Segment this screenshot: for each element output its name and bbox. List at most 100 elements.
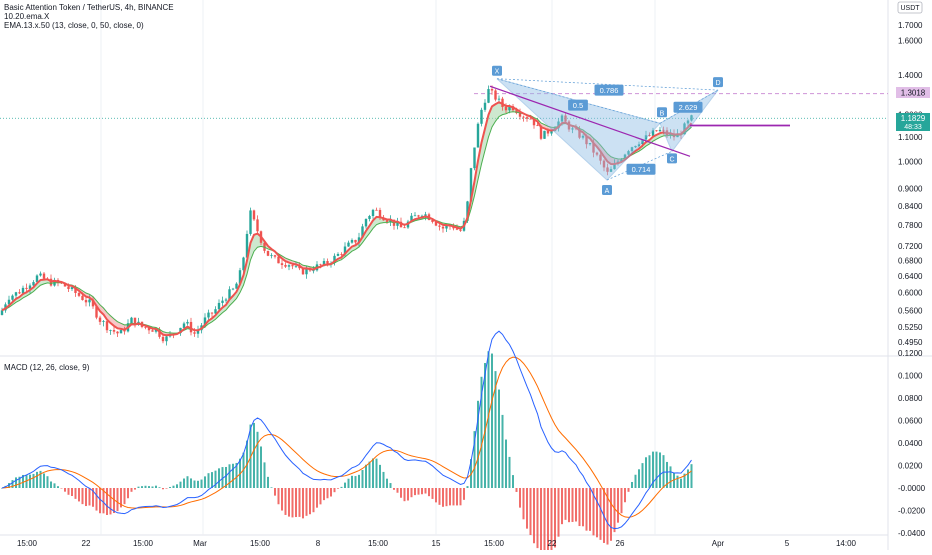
macd-histogram-bar: [540, 488, 542, 550]
macd-histogram-bar: [204, 476, 206, 488]
candle-body: [85, 300, 87, 302]
macd-histogram-bar: [645, 457, 647, 488]
price-tick-label: 0.5600: [898, 306, 923, 315]
macd-histogram-bar: [208, 473, 210, 488]
macd-histogram-bar: [670, 466, 672, 488]
price-tick-label: 0.9000: [898, 184, 923, 193]
pattern-ratio-3[interactable]: 2.629: [674, 102, 703, 113]
macd-histogram-bar: [565, 488, 567, 520]
target-price-tag: 1.3018: [896, 87, 930, 98]
candle[interactable]: [267, 251, 269, 256]
candle-body: [543, 131, 545, 139]
macd-histogram-bar: [369, 462, 371, 488]
candle[interactable]: [477, 122, 479, 147]
pattern-point-d[interactable]: D: [713, 77, 723, 87]
indicator-legend-ema-13-50[interactable]: EMA.13.x.50 (13, close, 0, 50, close, 0): [4, 21, 144, 30]
candle-body: [67, 286, 69, 289]
macd-legend[interactable]: MACD (12, 26, close, 9): [4, 363, 90, 372]
macd-histogram-bar: [43, 474, 45, 488]
pattern-ratio-1[interactable]: 0.5: [568, 100, 588, 111]
macd-histogram-bar: [460, 488, 462, 505]
macd-histogram-bar: [89, 488, 91, 505]
candle-body: [526, 117, 528, 119]
pattern-point-x[interactable]: X: [492, 66, 502, 76]
macd-histogram-bar: [292, 488, 294, 517]
macd-histogram-bar: [628, 488, 630, 492]
candle[interactable]: [543, 131, 545, 139]
macd-histogram-bar: [586, 488, 588, 531]
macd-histogram-bar: [141, 486, 143, 488]
candle-body: [438, 226, 440, 227]
macd-histogram-bar: [505, 440, 507, 488]
macd-histogram-bar: [201, 480, 203, 488]
macd-histogram-bar: [131, 488, 133, 492]
candle-body: [18, 292, 20, 293]
macd-histogram-bar: [197, 481, 199, 488]
macd-histogram-bar: [386, 479, 388, 488]
macd-histogram-bar: [96, 488, 98, 511]
macd-tick-label: -0.0400: [898, 529, 926, 538]
candle-body: [78, 293, 80, 296]
pattern-point-a[interactable]: A: [602, 185, 612, 195]
macd-histogram-bar: [390, 483, 392, 488]
candle-body: [484, 103, 486, 110]
candle[interactable]: [473, 148, 475, 171]
svg-text:USDT: USDT: [900, 5, 920, 12]
macd-tick-label: 0.0200: [898, 462, 923, 471]
pattern-ratio-2[interactable]: 0.714: [627, 164, 656, 175]
pattern-point-label: X: [495, 69, 500, 76]
candle-body: [232, 289, 234, 290]
macd-histogram-bar: [176, 484, 178, 488]
candle-body: [15, 292, 17, 295]
time-tick-label: 15: [432, 539, 441, 548]
candle[interactable]: [249, 208, 251, 236]
macd-histogram-bar: [579, 488, 581, 526]
macd-histogram-bar: [432, 488, 434, 499]
pattern-point-c[interactable]: C: [667, 153, 677, 163]
indicator-legend-ema-x[interactable]: 10.20.ema.X: [4, 12, 50, 21]
candle[interactable]: [480, 108, 482, 127]
macd-histogram-bar: [404, 488, 406, 501]
macd-histogram-bar: [575, 488, 577, 521]
candle-body: [365, 219, 367, 226]
candle-body: [522, 117, 524, 118]
candle-body: [498, 99, 500, 100]
macd-histogram-bar: [124, 488, 126, 504]
candle[interactable]: [253, 210, 255, 221]
macd-histogram-bar: [596, 488, 598, 537]
pattern-ratio-0[interactable]: 0.786: [595, 85, 624, 96]
candle[interactable]: [130, 317, 132, 323]
candle-body: [39, 274, 41, 276]
macd-histogram-bar: [138, 487, 140, 488]
time-tick-label: 26: [616, 539, 625, 548]
pattern-point-label: C: [669, 156, 674, 163]
macd-histogram-bar: [523, 488, 525, 519]
macd-histogram-bar: [47, 476, 49, 488]
price-tick-label: 0.7800: [898, 221, 923, 230]
price-tick-label: 0.6400: [898, 272, 923, 281]
macd-histogram-bar: [320, 488, 322, 504]
candle-body: [249, 210, 251, 234]
macd-histogram-bar: [526, 488, 528, 529]
macd-histogram-bar: [442, 488, 444, 507]
macd-histogram-bar: [68, 488, 70, 495]
candle-body: [536, 125, 538, 126]
macd-histogram-bar: [516, 488, 518, 492]
candle[interactable]: [494, 89, 496, 101]
macd-histogram-bar: [491, 354, 493, 488]
macd-histogram-bar: [533, 488, 535, 543]
candle-body: [442, 227, 444, 229]
macd-histogram-bar: [421, 488, 423, 494]
pattern-point-b[interactable]: B: [657, 107, 667, 117]
macd-histogram-bar: [656, 452, 658, 488]
price-tick-label: 1.4000: [898, 71, 923, 80]
currency-badge[interactable]: USDT: [898, 2, 922, 13]
candle-body: [25, 288, 27, 289]
macd-histogram-bar: [155, 486, 157, 488]
macd-histogram-bar: [341, 487, 343, 488]
candle-body: [473, 148, 475, 169]
macd-histogram-bar: [572, 488, 574, 522]
candle-body: [291, 265, 293, 266]
pattern-ratio-label: 0.786: [600, 86, 619, 95]
